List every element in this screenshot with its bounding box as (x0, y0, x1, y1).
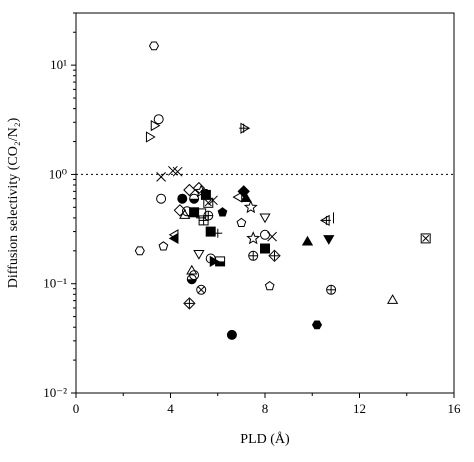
data-point-triangle-right-cross (239, 122, 251, 134)
y-tick-label: 10⁻¹ (43, 276, 67, 291)
data-point-triangle-up-filled (240, 192, 252, 202)
data-point-pentagon-open (158, 241, 169, 251)
data-point-square-x (420, 233, 431, 244)
data-point-star-open (246, 231, 261, 245)
data-points (134, 41, 431, 340)
data-point-pentagon-open (236, 217, 247, 228)
data-point-circle-plus (248, 250, 259, 261)
x-tick-label: 8 (262, 401, 269, 416)
data-point-cross-star (156, 193, 167, 204)
y-tick-label: 10⁰ (49, 166, 67, 181)
data-point-hexagon-filled (311, 320, 323, 330)
data-point-triangle-right-filled (209, 255, 220, 268)
data-point-circle-plus (326, 284, 337, 295)
data-point-cross-star (153, 114, 164, 125)
data-point-hexagon-open (134, 246, 145, 256)
data-point-circle-open (260, 229, 270, 240)
data-point-triangle-right-open (150, 119, 161, 132)
data-point-triangle-up-open (179, 209, 191, 219)
plot-area: 0 4 8 12 16 10⁻² 10⁻¹ 10⁰ 10¹ (43, 12, 461, 416)
data-point-diamond-open (192, 181, 206, 195)
data-point-x (156, 172, 166, 182)
data-point-square-open (196, 208, 207, 219)
data-point-square-x (203, 197, 214, 208)
data-point-triangle-up-open (186, 264, 198, 275)
plot-frame (75, 12, 455, 394)
data-point-triangle-down-open (193, 250, 205, 260)
data-point-triangle-up-open (386, 294, 399, 304)
data-point-diamond-cross (268, 249, 281, 263)
y-axis: 10⁻² 10⁻¹ 10⁰ 10¹ (43, 12, 76, 400)
data-point-circle-x (196, 284, 207, 295)
data-point-square-filled (189, 207, 200, 218)
x-tick-label: 0 (73, 401, 80, 416)
data-point-triangle-up-filled (301, 235, 314, 246)
data-point-pentagon-open (264, 280, 275, 291)
data-point-square-half (215, 256, 226, 267)
x-axis: 0 4 8 12 16 (73, 393, 461, 416)
data-point-diamond-cross (183, 297, 196, 310)
data-point-triangle-left-open (232, 191, 243, 203)
data-point-square-filled (260, 243, 270, 254)
data-point-square-filled (200, 189, 211, 200)
data-point-triangle-down-open (259, 213, 271, 224)
y-tick-label: 10¹ (50, 57, 67, 72)
data-point-star-open (243, 199, 258, 214)
data-point-triangle-left-cross (319, 214, 331, 227)
data-point-circle-half (186, 274, 197, 285)
data-point-square-filled (205, 226, 216, 237)
data-point-square-cross (198, 215, 209, 226)
data-point-circle-filled (226, 329, 237, 340)
data-point-circle-half (189, 193, 200, 204)
x-tick-label: 4 (167, 401, 174, 416)
data-point-plus (213, 228, 223, 238)
x-tick-label: 16 (448, 401, 462, 416)
data-point-triangle-down-filled (323, 235, 335, 245)
data-point-triangle-left-filled (168, 232, 179, 245)
data-point-pentagon-filled (217, 207, 228, 217)
data-point-triangle-right-open (145, 131, 156, 143)
x-tick-label: 12 (353, 401, 366, 416)
data-point-x (267, 231, 277, 242)
data-point-x (208, 195, 218, 206)
data-point-hexagon-open (148, 41, 160, 51)
data-point-x (172, 166, 183, 177)
data-point-circle-filled (177, 193, 188, 204)
x-axis-label: PLD (Å) (240, 431, 290, 447)
y-tick-label: 10⁻² (43, 385, 67, 400)
y-axis-label: Diffusion selectivity (CO₂/N₂) (6, 117, 21, 288)
